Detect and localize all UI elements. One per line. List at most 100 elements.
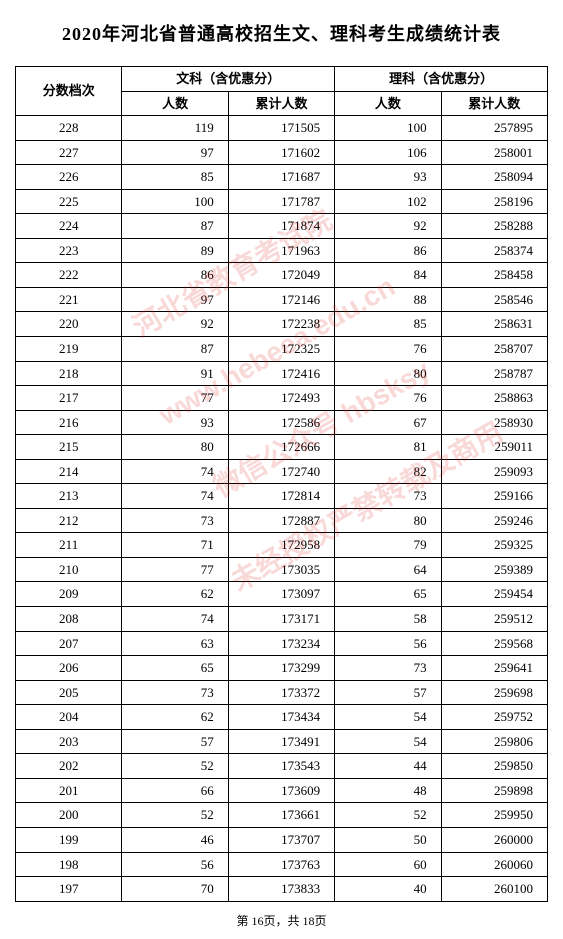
wen-cum-cell: 173609 [228, 778, 334, 803]
score-cell: 226 [16, 165, 122, 190]
wen-count-cell: 87 [122, 214, 228, 239]
li-count-cell: 54 [335, 705, 441, 730]
wen-count-cell: 73 [122, 680, 228, 705]
li-count-cell: 79 [335, 533, 441, 558]
li-cum-cell: 258863 [441, 386, 547, 411]
table-row: 2158017266681259011 [16, 435, 548, 460]
wen-count-cell: 74 [122, 607, 228, 632]
table-row: 228119171505100257895 [16, 116, 548, 141]
li-cum-cell: 258930 [441, 410, 547, 435]
table-row: 2177717249376258863 [16, 386, 548, 411]
wen-count-cell: 71 [122, 533, 228, 558]
score-cell: 204 [16, 705, 122, 730]
li-cum-cell: 259011 [441, 435, 547, 460]
wen-cum-cell: 173299 [228, 656, 334, 681]
wen-cum-cell: 173234 [228, 631, 334, 656]
table-row: 2189117241680258787 [16, 361, 548, 386]
li-count-cell: 80 [335, 361, 441, 386]
wen-count-cell: 100 [122, 189, 228, 214]
wen-count-cell: 52 [122, 754, 228, 779]
li-cum-cell: 259950 [441, 803, 547, 828]
wen-count-cell: 74 [122, 484, 228, 509]
li-count-cell: 56 [335, 631, 441, 656]
score-cell: 216 [16, 410, 122, 435]
wen-count-cell: 66 [122, 778, 228, 803]
wen-count-cell: 97 [122, 287, 228, 312]
score-cell: 211 [16, 533, 122, 558]
li-count-cell: 85 [335, 312, 441, 337]
table-row: 2127317288780259246 [16, 508, 548, 533]
li-count-cell: 60 [335, 852, 441, 877]
wen-count-cell: 87 [122, 337, 228, 362]
li-count-cell: 106 [335, 140, 441, 165]
score-cell: 203 [16, 729, 122, 754]
table-row: 1985617376360260060 [16, 852, 548, 877]
wen-cum-cell: 172493 [228, 386, 334, 411]
wen-cum-cell: 173434 [228, 705, 334, 730]
wen-cum-cell: 172887 [228, 508, 334, 533]
table-row: 2016617360948259898 [16, 778, 548, 803]
li-cum-cell: 260060 [441, 852, 547, 877]
wen-count-cell: 62 [122, 705, 228, 730]
score-cell: 214 [16, 459, 122, 484]
score-cell: 202 [16, 754, 122, 779]
col-li-count-header: 人数 [335, 91, 441, 116]
li-count-cell: 54 [335, 729, 441, 754]
score-cell: 200 [16, 803, 122, 828]
li-cum-cell: 258196 [441, 189, 547, 214]
li-cum-cell: 258001 [441, 140, 547, 165]
li-cum-cell: 258094 [441, 165, 547, 190]
wen-count-cell: 73 [122, 508, 228, 533]
table-row: 225100171787102258196 [16, 189, 548, 214]
score-cell: 222 [16, 263, 122, 288]
wen-count-cell: 65 [122, 656, 228, 681]
li-cum-cell: 259898 [441, 778, 547, 803]
col-li-cum-header: 累计人数 [441, 91, 547, 116]
wen-count-cell: 77 [122, 557, 228, 582]
li-count-cell: 44 [335, 754, 441, 779]
table-header-row1: 分数档次 文科（含优惠分） 理科（含优惠分） [16, 67, 548, 92]
score-cell: 206 [16, 656, 122, 681]
wen-cum-cell: 172416 [228, 361, 334, 386]
table-row: 2087417317158259512 [16, 607, 548, 632]
wen-count-cell: 74 [122, 459, 228, 484]
col-wen-count-header: 人数 [122, 91, 228, 116]
wen-cum-cell: 173171 [228, 607, 334, 632]
wen-count-cell: 89 [122, 238, 228, 263]
table-row: 2248717187492258288 [16, 214, 548, 239]
score-cell: 209 [16, 582, 122, 607]
li-cum-cell: 259246 [441, 508, 547, 533]
li-cum-cell: 259389 [441, 557, 547, 582]
wen-cum-cell: 173707 [228, 827, 334, 852]
wen-count-cell: 91 [122, 361, 228, 386]
score-cell: 220 [16, 312, 122, 337]
wen-cum-cell: 171787 [228, 189, 334, 214]
score-cell: 228 [16, 116, 122, 141]
score-cell: 215 [16, 435, 122, 460]
score-cell: 223 [16, 238, 122, 263]
li-count-cell: 64 [335, 557, 441, 582]
table-row: 2238917196386258374 [16, 238, 548, 263]
wen-count-cell: 119 [122, 116, 228, 141]
li-cum-cell: 258787 [441, 361, 547, 386]
li-cum-cell: 259641 [441, 656, 547, 681]
wen-count-cell: 62 [122, 582, 228, 607]
page-footer: 第 16页，共 18页 [15, 912, 548, 929]
table-row: 2147417274082259093 [16, 459, 548, 484]
score-cell: 207 [16, 631, 122, 656]
wen-cum-cell: 173372 [228, 680, 334, 705]
wen-count-cell: 52 [122, 803, 228, 828]
li-cum-cell: 258707 [441, 337, 547, 362]
wen-cum-cell: 173491 [228, 729, 334, 754]
li-count-cell: 92 [335, 214, 441, 239]
li-count-cell: 65 [335, 582, 441, 607]
wen-cum-cell: 171687 [228, 165, 334, 190]
li-cum-cell: 259166 [441, 484, 547, 509]
li-count-cell: 86 [335, 238, 441, 263]
li-cum-cell: 259752 [441, 705, 547, 730]
table-row: 22797171602106258001 [16, 140, 548, 165]
wen-cum-cell: 173833 [228, 877, 334, 902]
li-count-cell: 93 [335, 165, 441, 190]
wen-count-cell: 92 [122, 312, 228, 337]
wen-count-cell: 70 [122, 877, 228, 902]
